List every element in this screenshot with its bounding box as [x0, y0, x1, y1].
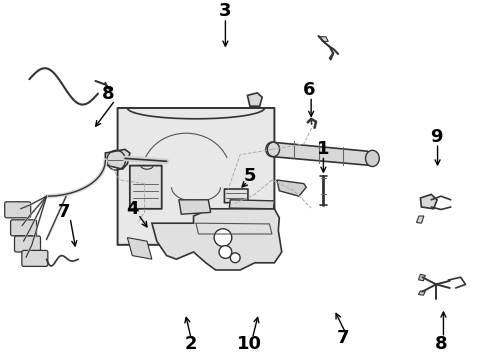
Text: 4: 4 — [126, 200, 139, 218]
Ellipse shape — [268, 142, 280, 157]
Text: 8: 8 — [435, 335, 447, 353]
Polygon shape — [247, 93, 262, 106]
Polygon shape — [229, 200, 274, 209]
Text: 2: 2 — [185, 335, 197, 353]
Text: 5: 5 — [244, 167, 256, 185]
Polygon shape — [418, 274, 425, 281]
Circle shape — [230, 253, 240, 263]
Circle shape — [219, 246, 232, 258]
Polygon shape — [418, 291, 425, 295]
Polygon shape — [420, 194, 437, 209]
FancyBboxPatch shape — [15, 236, 41, 252]
FancyBboxPatch shape — [11, 220, 37, 236]
Circle shape — [214, 229, 232, 247]
FancyBboxPatch shape — [5, 202, 31, 218]
Polygon shape — [320, 37, 328, 41]
Text: 8: 8 — [101, 85, 114, 103]
Text: 7: 7 — [57, 203, 70, 221]
Polygon shape — [179, 200, 211, 214]
Polygon shape — [105, 149, 130, 169]
FancyBboxPatch shape — [224, 189, 248, 203]
Polygon shape — [127, 238, 152, 259]
Polygon shape — [272, 142, 372, 166]
Polygon shape — [416, 216, 424, 223]
Text: 1: 1 — [317, 140, 330, 158]
FancyBboxPatch shape — [22, 251, 48, 266]
Text: 3: 3 — [219, 2, 232, 20]
FancyBboxPatch shape — [118, 108, 274, 245]
Text: 7: 7 — [337, 329, 349, 347]
Text: 10: 10 — [237, 335, 263, 353]
Polygon shape — [277, 180, 306, 196]
Ellipse shape — [366, 150, 379, 166]
FancyBboxPatch shape — [130, 166, 162, 209]
Polygon shape — [152, 209, 282, 270]
Text: 6: 6 — [302, 81, 315, 99]
Text: 9: 9 — [430, 128, 442, 146]
